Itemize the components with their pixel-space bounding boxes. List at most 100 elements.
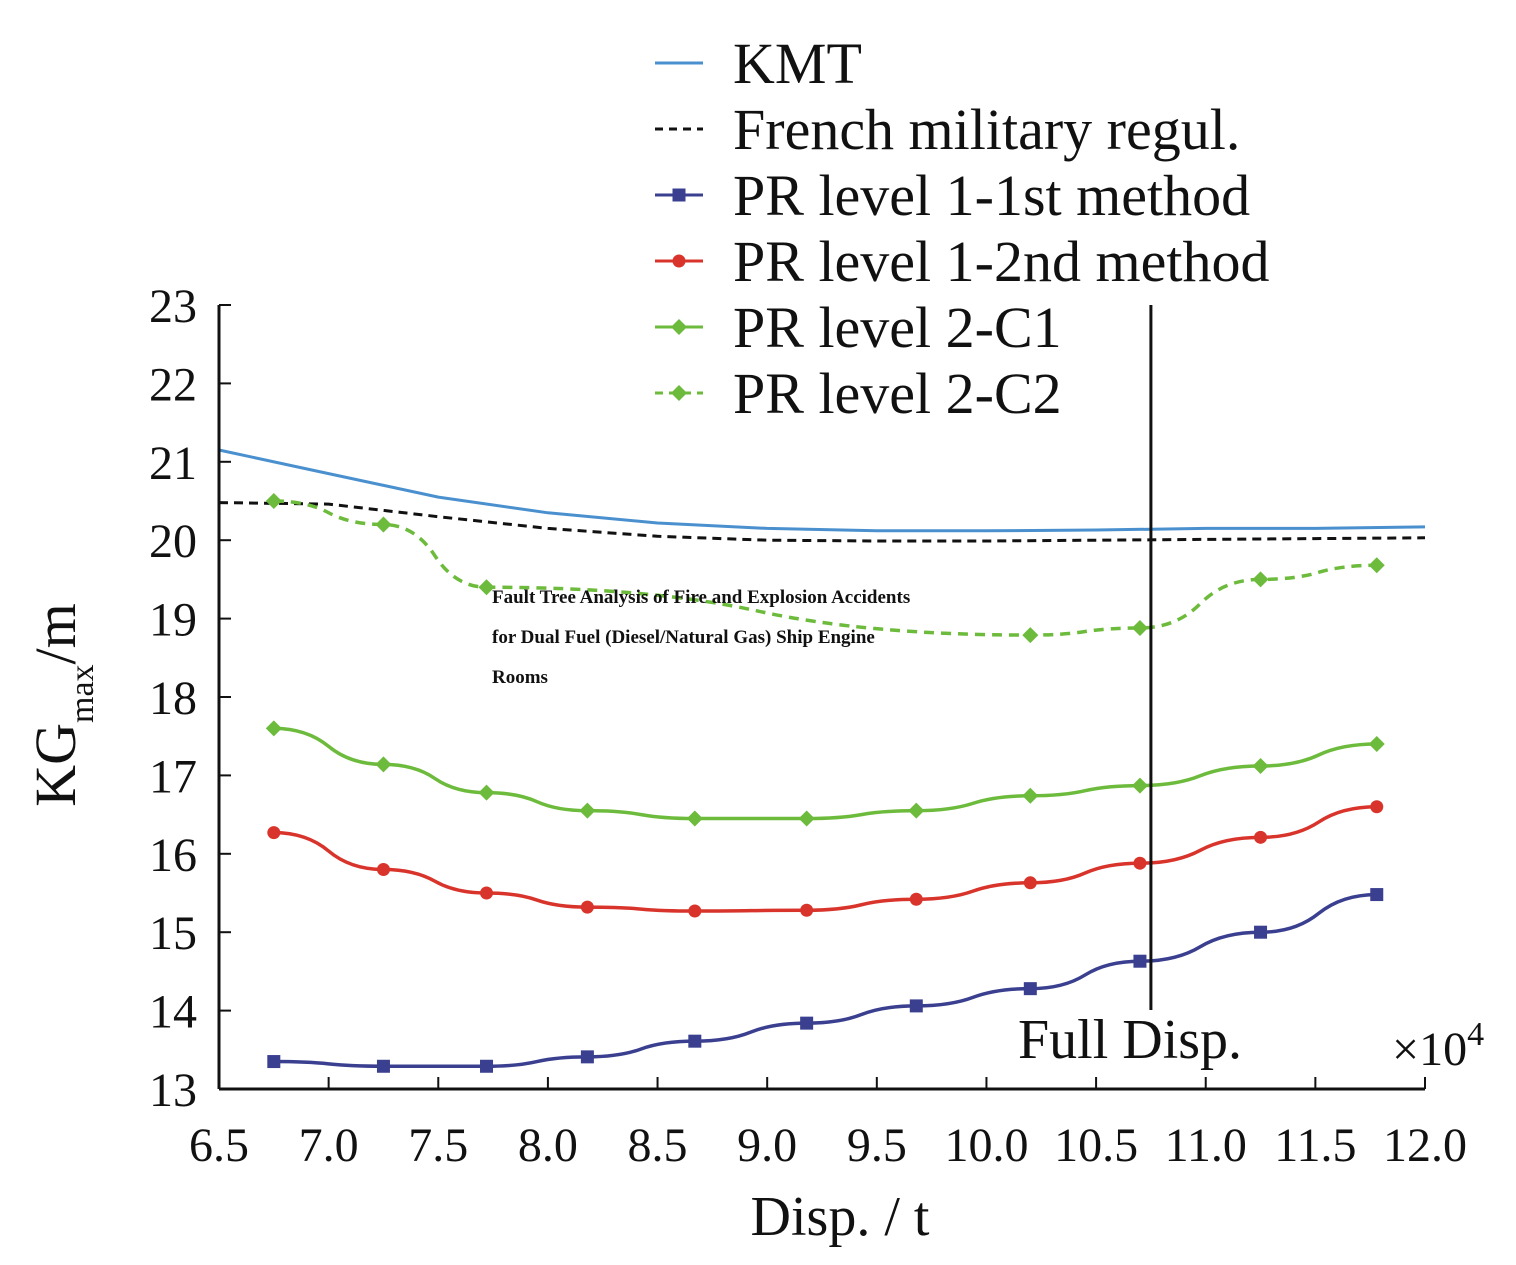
data-point [798, 810, 815, 827]
data-point [1133, 856, 1147, 870]
x-multiplier-base: ×10 [1392, 1023, 1467, 1076]
data-point [909, 999, 923, 1013]
x-multiplier: ×104 [1392, 1016, 1484, 1076]
data-point [478, 579, 495, 596]
x-tick-label: 7.5 [408, 1119, 468, 1172]
data-point [1022, 627, 1039, 644]
data-point [688, 904, 702, 918]
legend-item: PR level 1-1st method [655, 163, 1250, 228]
svg-text:KGmax/m: KGmax/m [23, 603, 101, 807]
data-point [688, 1034, 702, 1048]
legend-item: French military regul. [655, 97, 1240, 162]
data-point [1252, 571, 1269, 588]
legend-label: PR level 1-1st method [733, 163, 1250, 228]
y-tick-label: 15 [149, 907, 197, 960]
data-point [478, 784, 495, 801]
data-point [267, 1055, 281, 1069]
data-point [265, 720, 282, 737]
x-tick-label: 8.5 [628, 1119, 688, 1172]
x-tick-label: 7.0 [299, 1119, 359, 1172]
series-line [273, 499, 1377, 637]
x-tick-label: 8.0 [518, 1119, 578, 1172]
series-layer [218, 448, 1426, 1073]
x-tick-label: 10.0 [944, 1119, 1028, 1172]
x-multiplier-exponent: 4 [1467, 1016, 1484, 1053]
legend-label: PR level 2-C1 [733, 295, 1062, 360]
legend-marker [671, 319, 687, 335]
annotation: Fault Tree Analysis of Fire and Explosio… [492, 587, 910, 688]
data-point [686, 810, 703, 827]
series-line [273, 805, 1377, 913]
data-point [376, 1059, 390, 1073]
data-point [1254, 830, 1268, 844]
series-line [273, 726, 1377, 821]
data-point [267, 826, 281, 840]
data-point [1131, 620, 1148, 637]
legend-label: PR level 1-2nd method [733, 229, 1269, 294]
y-tick-label: 22 [149, 358, 197, 411]
y-tick-label: 23 [149, 280, 197, 333]
series-1 [218, 501, 1426, 543]
y-tick-label: 14 [149, 986, 197, 1039]
data-point [908, 802, 925, 819]
series-0 [218, 448, 1426, 533]
y-tick-label: 21 [149, 437, 197, 490]
x-tick-label: 12.0 [1383, 1119, 1467, 1172]
y-tick-label: 19 [149, 594, 197, 647]
annotation-line-1: Fault Tree Analysis of Fire and Explosio… [492, 587, 910, 608]
data-point [375, 516, 392, 533]
x-tick-label: 11.0 [1165, 1119, 1247, 1172]
x-axis-title: Disp. / t [751, 1186, 930, 1248]
x-tick-label: 11.5 [1274, 1119, 1356, 1172]
data-point [1023, 982, 1037, 996]
y-axis-title-unit: /m [23, 603, 88, 664]
legend-marker [672, 254, 686, 268]
data-point [800, 903, 814, 917]
series-3 [267, 800, 1384, 918]
x-tick-label: 10.5 [1054, 1119, 1138, 1172]
series-2 [267, 888, 1384, 1073]
legend-item: PR level 2-C2 [655, 361, 1062, 426]
y-tick-label: 20 [149, 515, 197, 568]
data-point [265, 493, 282, 509]
y-tick-label: 18 [149, 672, 197, 725]
data-point [580, 1050, 594, 1064]
series-line [218, 448, 1426, 533]
full-disp-label: Full Disp. [1018, 1009, 1242, 1071]
x-tick-label: 6.5 [189, 1119, 249, 1172]
y-tick-label: 16 [149, 829, 197, 882]
data-point [1254, 925, 1268, 939]
data-point [1252, 757, 1269, 774]
y-axis-title-sub: max [64, 664, 101, 723]
data-point [1368, 557, 1385, 574]
data-point [480, 1059, 494, 1073]
x-tick-label: 9.5 [847, 1119, 907, 1172]
y-tick-label: 13 [149, 1064, 197, 1117]
data-point [1370, 800, 1384, 814]
legend-label: PR level 2-C2 [733, 361, 1062, 426]
data-point [580, 900, 594, 914]
x-tick-label: 9.0 [737, 1119, 797, 1172]
legend-label: French military regul. [733, 97, 1240, 162]
annotation-line-2: for Dual Fuel (Diesel/Natural Gas) Ship … [492, 627, 875, 648]
data-point [376, 862, 390, 876]
legend-item: KMT [655, 31, 862, 96]
data-point [1370, 888, 1384, 902]
annotation-line-3: Rooms [492, 667, 548, 688]
ticks: 6.5 7.0 7.5 8.0 8.5 9.0 9.5 10.0 10.5 11.0 11.5 12.… [149, 280, 1467, 1172]
data-point [800, 1016, 814, 1030]
series-line [218, 501, 1426, 543]
data-point [909, 892, 923, 906]
data-point [1023, 876, 1037, 890]
data-point [579, 802, 596, 819]
legend-marker [671, 385, 687, 401]
y-axis-title-main: KG [23, 723, 88, 807]
y-tick-label: 17 [149, 750, 197, 803]
legend-label: KMT [733, 31, 862, 96]
data-point [1133, 954, 1147, 968]
series-5 [265, 493, 1385, 644]
data-point [1131, 777, 1148, 794]
data-point [1368, 736, 1385, 753]
